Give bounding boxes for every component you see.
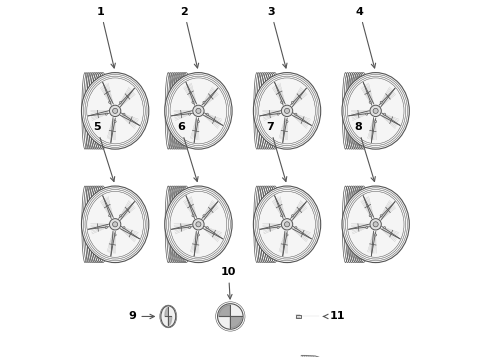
Text: 5: 5 xyxy=(93,122,115,181)
Polygon shape xyxy=(219,305,230,316)
Ellipse shape xyxy=(81,186,148,262)
Circle shape xyxy=(192,105,203,117)
Circle shape xyxy=(281,105,292,117)
Circle shape xyxy=(280,101,282,103)
Text: 8: 8 xyxy=(353,122,374,181)
Circle shape xyxy=(192,219,203,230)
Circle shape xyxy=(191,101,194,103)
Circle shape xyxy=(105,226,107,229)
Circle shape xyxy=(114,234,116,236)
Circle shape xyxy=(203,215,204,217)
Circle shape xyxy=(374,234,376,236)
Circle shape xyxy=(291,215,293,217)
Circle shape xyxy=(197,121,199,122)
Circle shape xyxy=(203,101,204,103)
Circle shape xyxy=(369,219,381,230)
Circle shape xyxy=(291,101,293,103)
Bar xyxy=(295,315,301,318)
Circle shape xyxy=(374,121,376,122)
Text: 4: 4 xyxy=(355,7,375,68)
Circle shape xyxy=(109,219,121,230)
Text: 7: 7 xyxy=(265,122,286,181)
Circle shape xyxy=(108,215,110,217)
Ellipse shape xyxy=(341,73,408,149)
Circle shape xyxy=(285,121,287,122)
Text: 10: 10 xyxy=(221,267,236,299)
Polygon shape xyxy=(230,316,241,328)
Polygon shape xyxy=(168,316,171,325)
Circle shape xyxy=(217,304,243,329)
Ellipse shape xyxy=(164,186,232,262)
Circle shape xyxy=(105,113,107,115)
Circle shape xyxy=(123,113,125,115)
Circle shape xyxy=(281,219,292,230)
Circle shape xyxy=(196,108,201,113)
Text: 6: 6 xyxy=(176,122,198,181)
Circle shape xyxy=(120,215,122,217)
Circle shape xyxy=(368,215,370,217)
Circle shape xyxy=(294,226,296,229)
Circle shape xyxy=(109,105,121,117)
Circle shape xyxy=(277,226,279,229)
Circle shape xyxy=(369,105,381,117)
Circle shape xyxy=(280,215,282,217)
Circle shape xyxy=(285,234,287,236)
Ellipse shape xyxy=(253,73,320,149)
Circle shape xyxy=(114,121,116,122)
Circle shape xyxy=(191,215,194,217)
Circle shape xyxy=(277,113,279,115)
Circle shape xyxy=(379,215,382,217)
Circle shape xyxy=(196,222,201,227)
Circle shape xyxy=(112,222,118,227)
Text: 1: 1 xyxy=(97,7,115,68)
Circle shape xyxy=(188,226,190,229)
Circle shape xyxy=(368,101,370,103)
Circle shape xyxy=(365,226,367,229)
Circle shape xyxy=(108,101,110,103)
Text: 2: 2 xyxy=(180,7,198,68)
Ellipse shape xyxy=(81,73,148,149)
Circle shape xyxy=(120,101,122,103)
Circle shape xyxy=(123,226,125,229)
Ellipse shape xyxy=(253,186,320,262)
Circle shape xyxy=(372,222,377,227)
Circle shape xyxy=(379,101,382,103)
Text: 3: 3 xyxy=(267,7,286,68)
Polygon shape xyxy=(164,307,168,316)
Circle shape xyxy=(365,113,367,115)
Circle shape xyxy=(197,234,199,236)
Circle shape xyxy=(372,108,377,113)
Circle shape xyxy=(206,226,208,229)
Circle shape xyxy=(206,113,208,115)
Circle shape xyxy=(284,108,289,113)
Polygon shape xyxy=(301,355,318,359)
Circle shape xyxy=(383,113,385,115)
Circle shape xyxy=(112,108,118,113)
Circle shape xyxy=(383,226,385,229)
Ellipse shape xyxy=(161,306,175,327)
Circle shape xyxy=(188,113,190,115)
Circle shape xyxy=(294,113,296,115)
Text: 11: 11 xyxy=(323,311,345,321)
Ellipse shape xyxy=(164,73,232,149)
Ellipse shape xyxy=(341,186,408,262)
Circle shape xyxy=(284,222,289,227)
Text: 9: 9 xyxy=(128,311,154,321)
